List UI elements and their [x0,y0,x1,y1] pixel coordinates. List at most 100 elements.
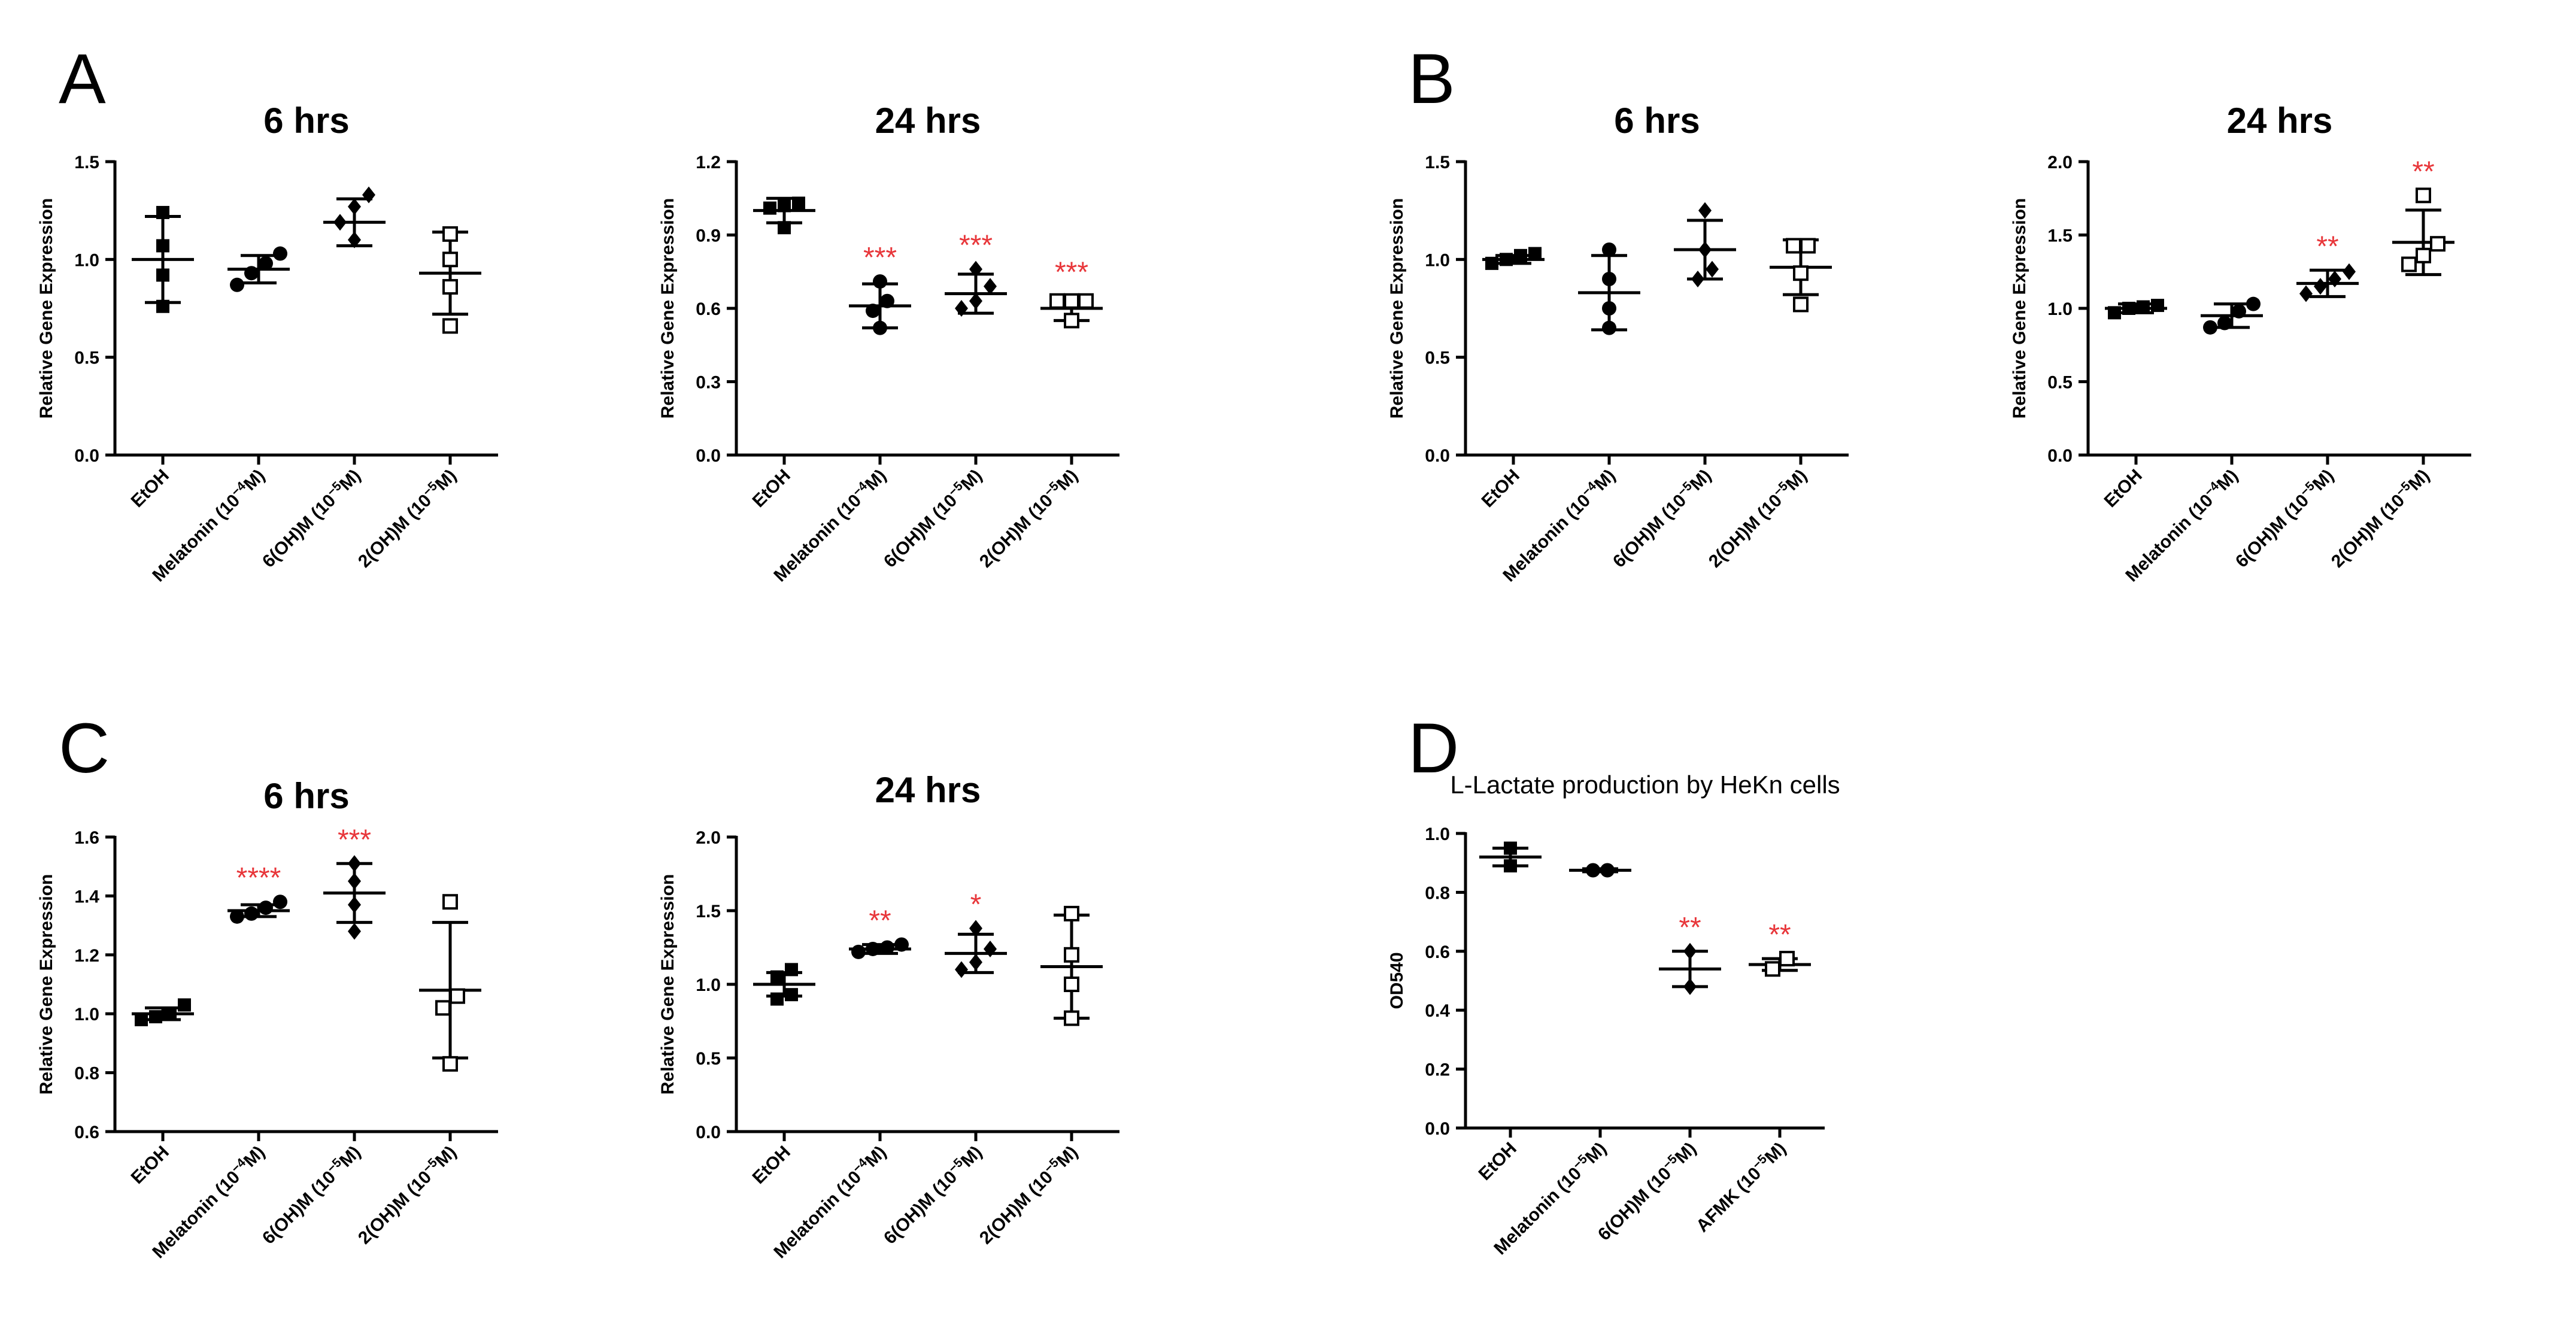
data-point-shape [785,988,798,1002]
data-point [1706,260,1719,278]
data-point-shape [348,198,361,216]
data-point [1602,320,1616,335]
data-point [1485,256,1498,270]
x-tick-label: 6(OH)M (10−5M) [878,1141,985,1248]
data-point-shape [163,1007,177,1021]
data-point [178,998,191,1012]
data-point-shape [851,944,866,959]
x-tick-label: EtOH [749,1142,794,1188]
data-point [1765,961,1780,977]
data-point-shape [135,1013,148,1027]
x-tick-label: AFMK (10−5M) [1691,1137,1790,1236]
data-point [1504,841,1517,855]
data-point-shape [1064,313,1079,329]
data-point-shape [442,226,458,242]
y-tick-label: 1.0 [74,250,99,270]
data-point-shape [1786,238,1801,254]
chart-d-6: L-Lactate production by HeKn cells OD540 0… [1387,771,1840,1259]
error-bar [753,971,815,998]
data-point-shape [442,318,458,334]
data-point [1064,313,1079,329]
data-point-shape [442,894,458,910]
data-point [442,1056,458,1072]
data-point-shape [969,954,982,971]
data-point-shape [156,205,169,219]
data-point-shape [1602,320,1616,335]
x-tick-label: EtOH [1478,466,1524,511]
data-point-shape [1504,841,1517,855]
data-point-shape [273,895,287,909]
y-tick-label: 0.2 [1425,1060,1450,1080]
x-tick-label: EtOH [1475,1139,1521,1184]
data-point-shape [1793,296,1809,313]
y-axis-label: OD540 [1387,952,1407,1009]
data-point [1528,247,1542,260]
data-point-shape [442,1056,458,1072]
data-point [880,293,894,308]
data-point-shape [1698,202,1712,219]
y-tick-label: 0.0 [74,446,99,466]
x-tick-label: EtOH [128,466,173,511]
charts-layer: 6 hrs Relative Gene Expression 0.0 0.5 1.0 1.… [37,101,2471,1262]
data-point-shape [149,1010,162,1024]
data-point [2401,256,2417,272]
data-point-shape [778,221,791,235]
data-point [969,292,982,310]
data-point [1064,947,1079,963]
data-point-shape [1500,253,1513,266]
y-tick-label: 0.4 [1425,1001,1450,1021]
x-tick-label: 6(OH)M (10−5M) [257,1141,364,1248]
data-point-shape [2299,285,2313,302]
data-point [442,894,458,910]
data-point [984,278,997,295]
data-point-shape [2416,247,2431,263]
data-point [2203,320,2217,335]
data-point [259,900,273,915]
data-point-shape [348,896,361,914]
error-bar [227,254,290,285]
data-point-shape [1514,248,1527,262]
y-tick-label: 1.0 [1425,824,1450,844]
data-point [778,221,791,235]
data-point-shape [2416,187,2431,204]
data-point [259,256,273,271]
data-point [1064,1010,1079,1026]
y-tick-label: 0.8 [1425,883,1450,903]
data-point [156,268,169,282]
data-point [1514,248,1527,262]
data-point [163,1007,177,1021]
data-point-shape [866,304,880,319]
y-tick-label: 1.5 [74,153,99,172]
data-point [873,274,887,289]
data-point [2246,296,2261,311]
significance-label: *** [1055,257,1088,289]
data-point-shape [2122,302,2135,315]
y-tick-label: 0.6 [1425,942,1450,962]
data-point [1691,271,1704,287]
data-point-shape [244,906,259,921]
data-point-shape [873,274,887,289]
data-point [2122,302,2135,315]
data-point-shape [348,872,361,890]
data-point [2416,187,2431,204]
y-tick-label: 0.0 [696,446,721,466]
y-tick-label: 1.5 [2047,226,2073,246]
error-bar [2296,268,2359,298]
data-point [969,260,982,278]
y-tick-label: 1.2 [696,153,721,172]
y-tick-label: 1.0 [1425,250,1450,270]
data-point [1683,942,1697,960]
data-point-shape [442,279,458,295]
x-tick-label: EtOH [749,466,794,511]
panel-letter-c: C [59,709,110,788]
x-tick-label: 2(OH)M (10−5M) [353,1141,460,1248]
data-point [442,226,458,242]
data-point-shape [1078,293,1094,309]
data-point-shape [2108,306,2121,320]
data-point-shape [969,920,982,937]
data-point-shape [348,231,361,248]
data-point [1500,253,1513,266]
significance-label: *** [863,242,897,274]
data-point [348,855,361,872]
data-point-shape [2151,299,2164,313]
